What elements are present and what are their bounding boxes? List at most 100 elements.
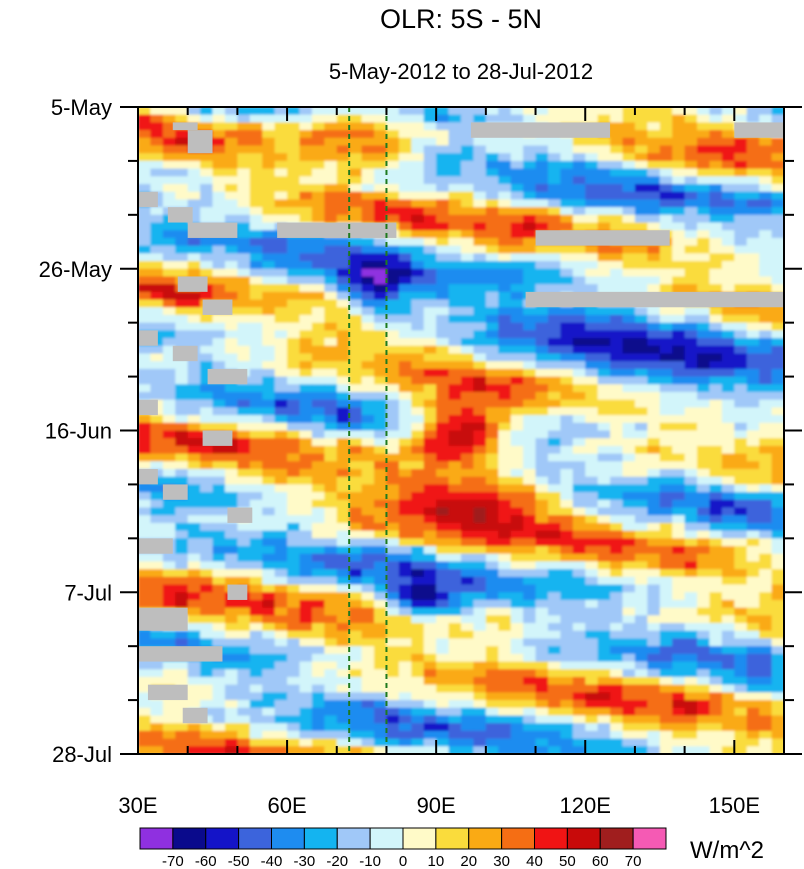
heatmap-cell — [510, 453, 524, 462]
heatmap-cell — [162, 723, 176, 732]
heatmap-cell — [560, 415, 574, 424]
heatmap-cell — [709, 199, 723, 208]
heatmap-cell — [311, 276, 325, 285]
heatmap-cell — [473, 700, 487, 709]
heatmap-cell — [262, 415, 276, 424]
heatmap-cell — [473, 561, 487, 570]
heatmap-cell — [162, 407, 176, 416]
heatmap-cell — [523, 476, 537, 486]
heatmap-cell — [398, 607, 412, 616]
heatmap-cell — [423, 461, 437, 470]
heatmap-cell — [572, 630, 586, 640]
heatmap-cell — [485, 153, 499, 162]
heatmap-cell — [523, 207, 537, 216]
heatmap-cell — [274, 330, 288, 339]
heatmap-cell — [585, 284, 599, 293]
heatmap-cell — [274, 538, 288, 547]
heatmap-cell — [647, 484, 661, 493]
heatmap-cell — [572, 707, 586, 717]
heatmap-cell — [647, 168, 661, 177]
heatmap-cell — [473, 476, 487, 486]
heatmap-cell — [274, 576, 288, 586]
heatmap-cell — [237, 561, 251, 570]
missing-data-patch — [138, 399, 158, 416]
heatmap-cell — [249, 553, 263, 563]
heatmap-cell — [287, 445, 301, 455]
heatmap-cell — [485, 538, 499, 547]
heatmap-cell — [224, 669, 238, 678]
heatmap-cell — [324, 569, 338, 578]
heatmap-cell — [684, 114, 698, 123]
heatmap-cell — [175, 330, 189, 339]
heatmap-cell — [697, 476, 711, 486]
heatmap-cell — [150, 299, 164, 308]
heatmap-cell — [709, 307, 723, 316]
heatmap-cell — [411, 669, 425, 678]
heatmap-cell — [771, 553, 784, 563]
heatmap-cell — [411, 184, 425, 193]
heatmap-cell — [398, 222, 412, 231]
heatmap-cell — [610, 422, 624, 432]
heatmap-cell — [473, 692, 487, 701]
heatmap-cell — [659, 384, 673, 393]
heatmap-cell — [721, 361, 735, 370]
heatmap-cell — [274, 738, 288, 747]
heatmap-cell — [374, 553, 388, 563]
heatmap-cell — [485, 137, 499, 147]
heatmap-cell — [498, 107, 512, 116]
heatmap-cell — [734, 553, 748, 563]
heatmap-cell — [448, 592, 462, 601]
heatmap-cell — [622, 469, 636, 478]
heatmap-cell — [187, 261, 201, 270]
heatmap-cell — [734, 492, 748, 501]
heatmap-cell — [324, 253, 338, 262]
heatmap-cell — [336, 538, 350, 547]
heatmap-cell — [498, 630, 512, 640]
heatmap-cell — [336, 145, 350, 154]
heatmap-cell — [212, 522, 226, 532]
heatmap-cell — [262, 245, 276, 254]
heatmap-cell — [535, 553, 549, 563]
heatmap-cell — [473, 707, 487, 717]
heatmap-cell — [610, 623, 624, 632]
colorbar-swatch — [435, 827, 470, 850]
heatmap-cell — [461, 700, 475, 709]
heatmap-cell — [560, 384, 574, 393]
heatmap-cell — [274, 268, 288, 278]
heatmap-cell — [311, 299, 325, 308]
heatmap-cell — [411, 122, 425, 131]
heatmap-cell — [672, 461, 686, 470]
heatmap-cell — [610, 253, 624, 262]
missing-data-patch — [138, 538, 173, 554]
heatmap-cell — [436, 245, 450, 254]
heatmap-cell — [535, 692, 549, 701]
heatmap-cell — [361, 669, 375, 678]
heatmap-cell — [336, 453, 350, 462]
heatmap-cell — [498, 376, 512, 385]
heatmap-cell — [138, 515, 152, 524]
heatmap-cell — [349, 107, 363, 116]
heatmap-cell — [523, 107, 537, 116]
heatmap-cell — [436, 407, 450, 416]
heatmap-cell — [411, 330, 425, 339]
heatmap-cell — [411, 276, 425, 285]
heatmap-cell — [336, 253, 350, 262]
heatmap-cell — [585, 160, 599, 170]
heatmap-cell — [150, 669, 164, 678]
heatmap-cell — [547, 484, 561, 493]
heatmap-cell — [287, 184, 301, 193]
heatmap-cell — [349, 646, 363, 655]
heatmap-cell — [523, 492, 537, 501]
heatmap-cell — [771, 569, 784, 578]
heatmap-cell — [485, 384, 499, 393]
heatmap-cell — [709, 453, 723, 462]
heatmap-cell — [175, 561, 189, 570]
heatmap-cell — [311, 314, 325, 324]
heatmap-cell — [672, 445, 686, 455]
heatmap-cell — [597, 214, 611, 224]
heatmap-cell — [622, 522, 636, 532]
heatmap-cell — [461, 661, 475, 670]
heatmap-cell — [423, 499, 437, 509]
missing-data-patch — [138, 330, 158, 346]
heatmap-cell — [398, 707, 412, 717]
